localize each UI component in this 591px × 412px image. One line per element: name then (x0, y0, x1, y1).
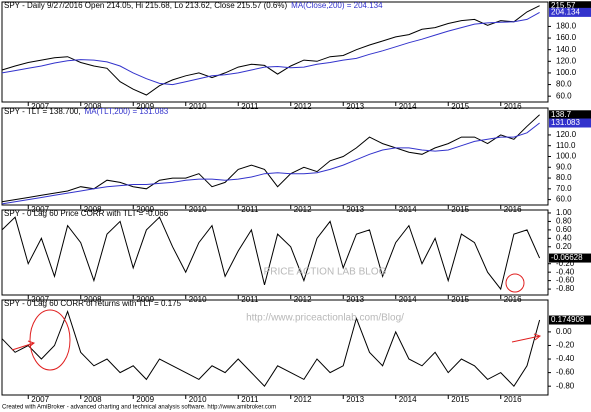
y-tick-label: 0.80 (556, 217, 572, 226)
x-tick-label: 2009 (136, 102, 154, 111)
y-tick-label: 0.40 (556, 233, 572, 242)
x-tick-label: 2009 (136, 395, 154, 404)
footer: Created with AmiBroker - advanced charti… (2, 405, 276, 411)
x-tick-label: 2012 (294, 395, 312, 404)
arrow (11, 342, 35, 351)
y-tick-label: 90.0 (556, 162, 572, 171)
y-tick-label: 100.0 (556, 68, 577, 77)
y-tick-label: -0.40 (556, 267, 575, 276)
annotations (11, 273, 542, 371)
panel-frame (1, 209, 549, 296)
y-tick-label: -0.20 (556, 341, 575, 350)
series-line (1, 309, 541, 388)
last-value-label: 215.57 (551, 1, 576, 10)
y-tick-label: 80.0 (556, 80, 572, 89)
y-tick-label: -0.80 (556, 284, 575, 293)
y-tick-label: 180.0 (556, 22, 577, 31)
y-tick-label: -0.60 (556, 368, 575, 377)
x-tick-label: 2008 (84, 102, 102, 111)
arrow-head (533, 333, 542, 341)
watermark: PRICE ACTION LAB BLOG (264, 267, 387, 278)
series-line (1, 11, 540, 86)
last-value-box (549, 253, 591, 263)
y-tick-label: 140.0 (556, 45, 577, 54)
last-value-label: 0.174908 (551, 315, 585, 324)
x-tick-label: 2011 (241, 395, 259, 404)
x-tick-label: 2007 (31, 102, 49, 111)
series-name: MA(Close,200) = 204.134 (291, 1, 383, 10)
y-tick-label: 1.00 (556, 208, 572, 217)
x-tick-label: 2007 (31, 395, 49, 404)
panel-title: SPY - 0 Lag 60 Price CORR with TLT = -0.… (4, 209, 169, 218)
series-line (1, 122, 540, 205)
series-name: MA(TLT,200) = 131.083 (85, 107, 169, 116)
last-value-label: 131.083 (551, 118, 580, 127)
highlight-circle (29, 309, 71, 371)
last-value-label: 138.7 (551, 110, 572, 119)
series-line (1, 114, 540, 203)
last-value-box (549, 1, 591, 11)
last-value-label: 204.134 (551, 7, 580, 16)
last-value-box (549, 110, 591, 120)
x-tick-label: 2014 (399, 395, 417, 404)
y-tick-label: -0.60 (556, 276, 575, 285)
y-tick-label: 160.0 (556, 33, 577, 42)
last-value-box (549, 7, 591, 17)
x-tick-label: 2016 (504, 102, 522, 111)
panel-title: SPY - Daily 9/27/2016 Open 214.05, Hi 21… (4, 1, 287, 10)
x-tick-label: 2011 (241, 102, 259, 111)
arrow (511, 335, 541, 343)
x-tick-label: 2014 (399, 102, 417, 111)
y-tick-label: 60.0 (556, 91, 572, 100)
y-tick-label: 0.60 (556, 225, 572, 234)
y-tick-label: 120.0 (556, 130, 577, 139)
y-tick-label: -0.40 (556, 354, 575, 363)
panel-frame (1, 299, 549, 396)
x-tick-label: 2015 (451, 102, 469, 111)
y-tick-label: 60.0 (556, 195, 572, 204)
x-tick-label: 2010 (189, 102, 207, 111)
panel-title: SPY - 0 Lag 60 CORR of returns with TLT … (4, 299, 182, 308)
y-tick-label: 100.0 (556, 152, 577, 161)
x-tick-label: 2008 (84, 395, 102, 404)
x-tick-label: 2016 (504, 395, 522, 404)
arrow-head (27, 340, 36, 348)
panel-title: SPY - TLT = 138.700, (4, 107, 81, 116)
marks: 180.0 160.0 140.0 120.0 100.0 80.0 60.0 2007 200… (1, 1, 591, 404)
highlight-circle (505, 273, 525, 293)
y-tick-label: 0.20 (556, 242, 572, 251)
last-value-box (549, 118, 591, 128)
x-tick-label: 2013 (346, 395, 364, 404)
y-tick-label: -0.20 (556, 259, 575, 268)
y-tick-label: 0.00 (556, 327, 572, 336)
last-value-label: -0.06628 (551, 253, 583, 262)
x-tick-label: 2015 (451, 395, 469, 404)
y-tick-label: 80.0 (556, 173, 572, 182)
y-tick-label: 120.0 (556, 56, 577, 65)
panel-frame (1, 1, 549, 103)
last-value-box (549, 315, 591, 325)
y-tick-label: 110.0 (556, 141, 576, 150)
series-line (1, 5, 540, 96)
y-tick-label: -0.80 (556, 381, 575, 390)
x-tick-label: 2013 (346, 102, 364, 111)
y-tick-label: 70.0 (556, 184, 572, 193)
series-line (1, 216, 541, 291)
x-tick-label: 2010 (189, 395, 207, 404)
x-tick-label: 2012 (294, 102, 312, 111)
watermark: http://www.priceactionlab.com/Blog/ (246, 313, 404, 324)
